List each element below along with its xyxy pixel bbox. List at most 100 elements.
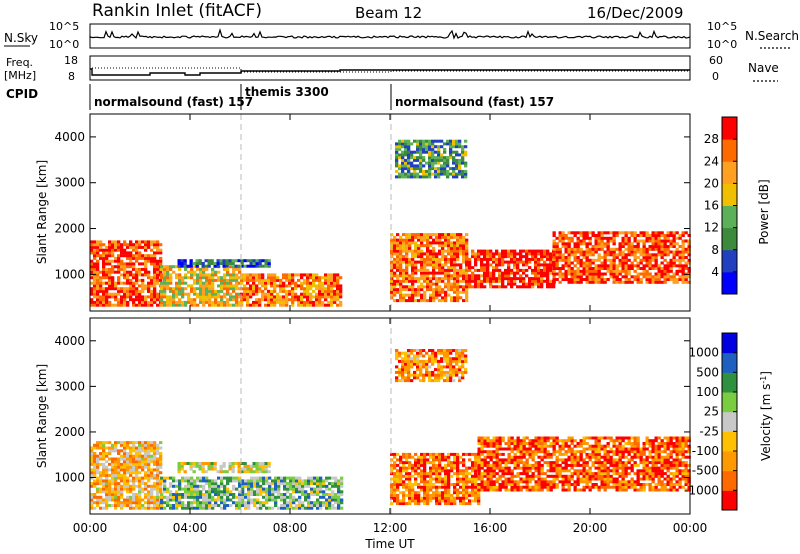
heatmap-cell: [264, 295, 268, 299]
heatmap-cell: [447, 257, 451, 261]
freq-tick-top: 18: [64, 54, 78, 67]
heatmap-cell: [135, 506, 139, 510]
heatmap-cell: [405, 488, 409, 492]
heatmap-cell: [600, 261, 604, 265]
heatmap-cell: [540, 439, 544, 443]
heatmap-cell: [276, 276, 280, 280]
heatmap-cell: [411, 491, 415, 495]
heatmap-cell: [411, 455, 415, 459]
heatmap-cell: [150, 487, 154, 491]
heatmap-cell: [312, 284, 316, 288]
heatmap-cell: [153, 292, 157, 296]
heatmap-cell: [126, 490, 130, 494]
heatmap-cell: [423, 299, 427, 303]
heatmap-cell: [138, 462, 142, 466]
heatmap-cell: [321, 276, 325, 280]
heatmap-cell: [428, 156, 432, 160]
heatmap-cell: [132, 441, 136, 445]
heatmap-cell: [318, 295, 322, 299]
heatmap-cell: [477, 455, 481, 459]
heatmap-cell: [600, 247, 604, 251]
heatmap-cell: [425, 175, 429, 179]
heatmap-cell: [252, 259, 256, 263]
heatmap-cell: [120, 490, 124, 494]
heatmap-cell: [304, 482, 308, 486]
heatmap-cell: [243, 462, 247, 465]
colorbar-segment: [722, 161, 737, 184]
heatmap-cell: [255, 276, 259, 280]
heatmap-cell: [423, 263, 427, 267]
heatmap-cell: [453, 466, 457, 470]
heatmap-cell: [282, 295, 286, 299]
heatmap-cell: [214, 300, 218, 304]
heatmap-cell: [274, 495, 278, 499]
y-tick-label: 2000: [54, 222, 85, 236]
heatmap-cell: [486, 480, 490, 484]
heatmap-cell: [417, 461, 421, 465]
heatmap-cell: [435, 496, 439, 500]
heatmap-cell: [549, 257, 553, 261]
heatmap-cell: [486, 252, 490, 256]
heatmap-cell: [534, 461, 538, 465]
heatmap-cell: [294, 273, 298, 277]
heatmap-cell: [228, 464, 232, 468]
heatmap-cell: [465, 496, 469, 500]
heatmap-cell: [609, 258, 613, 262]
heatmap-cell: [270, 278, 274, 282]
heatmap-cell: [504, 483, 508, 486]
heatmap-cell: [190, 490, 194, 494]
heatmap-cell: [297, 303, 301, 307]
heatmap-cell: [642, 272, 646, 276]
heatmap-cell: [477, 277, 481, 281]
heatmap-cell: [240, 462, 244, 465]
heatmap-cell: [552, 231, 556, 235]
heatmap-cell: [150, 240, 154, 244]
heatmap-cell: [435, 452, 439, 456]
heatmap-cell: [648, 280, 652, 284]
heatmap-cell: [135, 298, 139, 302]
heatmap-cell: [495, 452, 499, 456]
heatmap-cell: [111, 284, 115, 288]
heatmap-cell: [184, 287, 188, 291]
heatmap-cell: [453, 257, 457, 261]
heatmap-cell: [268, 490, 272, 494]
heatmap-cell: [591, 269, 595, 273]
heatmap-cell: [255, 289, 259, 293]
heatmap-cell: [271, 498, 275, 502]
heatmap-cell: [417, 499, 421, 503]
heatmap-cell: [549, 442, 553, 445]
heatmap-cell: [216, 262, 220, 265]
heatmap-cell: [324, 281, 328, 285]
heatmap-cell: [528, 477, 532, 481]
heatmap-cell: [437, 139, 441, 143]
heatmap-cell: [123, 300, 127, 304]
heatmap-cell: [102, 273, 106, 277]
heatmap-cell: [102, 473, 106, 477]
heatmap-cell: [486, 279, 490, 283]
heatmap-cell: [153, 300, 157, 304]
heatmap-cell: [429, 477, 433, 481]
heatmap-cell: [428, 147, 432, 151]
heatmap-cell: [546, 271, 550, 275]
heatmap-cell: [441, 469, 445, 473]
heatmap-cell: [507, 480, 511, 484]
heatmap-cell: [428, 150, 432, 154]
heatmap-cell: [561, 267, 565, 270]
heatmap-cell: [147, 498, 151, 502]
heatmap-cell: [307, 493, 311, 496]
heatmap-cell: [147, 465, 151, 469]
heatmap-cell: [636, 239, 640, 243]
heatmap-cell: [510, 268, 514, 272]
heatmap-cell: [96, 465, 100, 469]
heatmap-cell: [492, 480, 496, 484]
heatmap-cell: [393, 480, 397, 484]
heatmap-cell: [303, 289, 307, 293]
heatmap-cell: [205, 295, 209, 299]
heatmap-cell: [630, 264, 634, 268]
heatmap-cell: [226, 476, 230, 480]
heatmap-cell: [225, 470, 229, 474]
heatmap-cell: [456, 238, 460, 242]
heatmap-cell: [126, 254, 130, 258]
heatmap-cell: [184, 273, 188, 277]
heatmap-cell: [459, 244, 463, 248]
